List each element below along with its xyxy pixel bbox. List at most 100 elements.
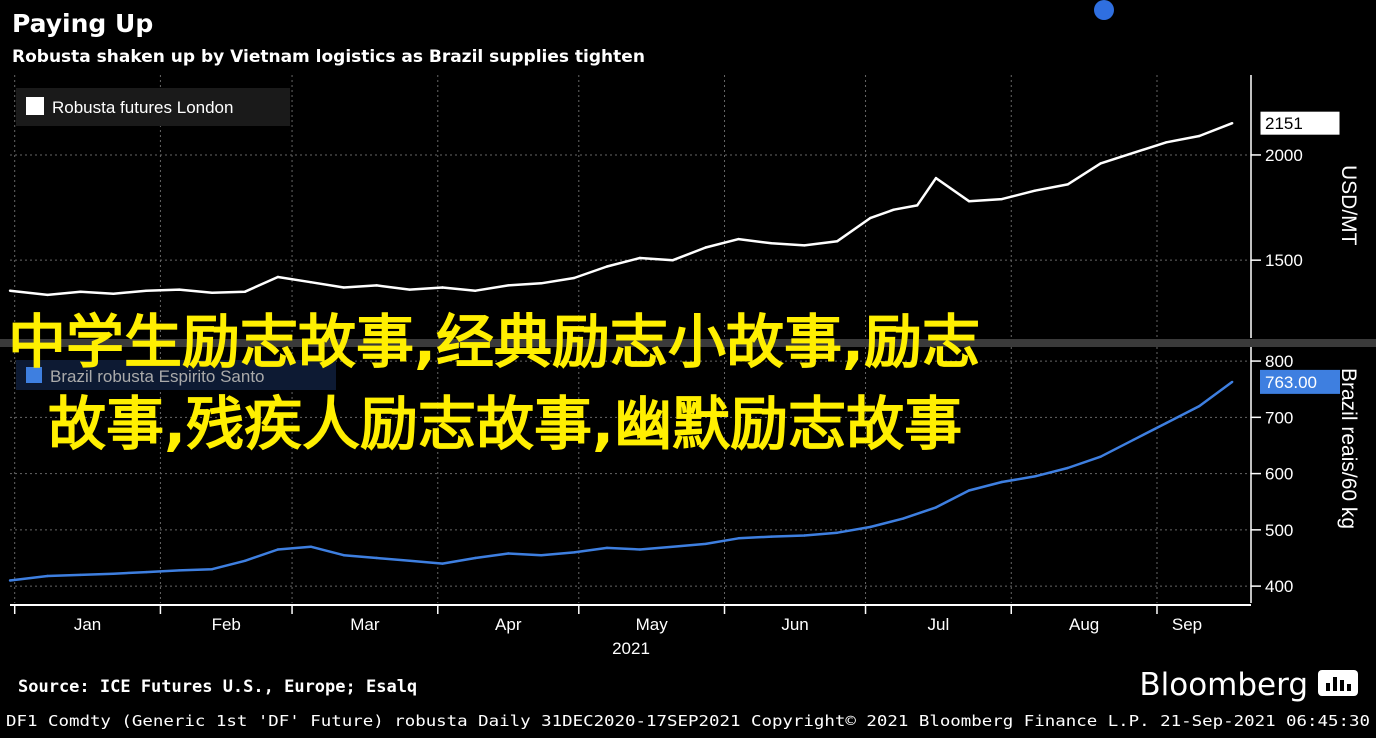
bottom-point-25 bbox=[836, 531, 839, 534]
top-point-17 bbox=[572, 276, 576, 280]
x-month-label-6: Jul bbox=[928, 615, 950, 634]
blue-dot-marker bbox=[1094, 0, 1114, 20]
bottom-point-34 bbox=[1132, 438, 1135, 441]
top-point-29 bbox=[934, 176, 938, 180]
top-point-9 bbox=[309, 281, 312, 284]
top-point-0 bbox=[8, 289, 12, 292]
top-point-25 bbox=[836, 240, 839, 243]
x-month-label-5: Jun bbox=[781, 615, 808, 634]
panel-separator bbox=[0, 339, 1376, 347]
top-last-value-label: 2151 bbox=[1265, 114, 1303, 133]
top-legend: Robusta futures London bbox=[16, 88, 290, 126]
top-legend-label: Robusta futures London bbox=[52, 98, 233, 117]
source-note: Source: ICE Futures U.S., Europe; Esalq bbox=[18, 677, 417, 697]
top-legend-swatch bbox=[26, 97, 44, 115]
x-month-label-4: May bbox=[636, 615, 669, 634]
bottom-point-0 bbox=[8, 579, 12, 582]
chart-title: Paying Up bbox=[12, 9, 153, 38]
bottom-point-13 bbox=[441, 562, 444, 565]
top-right-axis: 1500 2000 2151 bbox=[1250, 75, 1341, 338]
top-point-22 bbox=[737, 237, 740, 241]
bottom-ytick-label-3: 700 bbox=[1265, 408, 1293, 427]
bottom-panel-series bbox=[8, 380, 1234, 582]
top-point-27 bbox=[892, 208, 895, 211]
x-axis: Jan Feb Mar Apr May Jun Jul Aug Sep bbox=[13, 605, 1202, 634]
top-point-31 bbox=[1000, 197, 1004, 201]
bottom-point-26 bbox=[869, 525, 872, 529]
x-month-label-0: Jan bbox=[74, 615, 101, 634]
top-point-14 bbox=[474, 289, 477, 292]
top-point-4 bbox=[145, 289, 148, 292]
top-panel-series bbox=[8, 122, 1234, 297]
bottom-point-37 bbox=[1231, 380, 1234, 384]
x-month-label-3: Apr bbox=[495, 615, 522, 634]
top-ytick-label-1: 2000 bbox=[1265, 146, 1303, 165]
bottom-point-18 bbox=[605, 546, 609, 550]
top-point-5 bbox=[178, 288, 181, 291]
bottom-point-31 bbox=[1033, 475, 1037, 478]
bottom-point-21 bbox=[704, 542, 707, 546]
top-point-12 bbox=[408, 288, 411, 291]
bottom-point-16 bbox=[540, 554, 543, 557]
bottom-point-8 bbox=[276, 548, 280, 551]
bottom-legend-box bbox=[16, 360, 336, 390]
overlay-text-line2: 故事,残疾人励志故事,幽默励志故事 bbox=[48, 390, 962, 458]
bottom-point-20 bbox=[671, 545, 674, 548]
top-point-23 bbox=[770, 242, 773, 245]
overlay-text-line1: 中学生励志故事,经典励志小故事,励志 bbox=[8, 308, 980, 376]
bottom-point-27 bbox=[901, 517, 905, 520]
top-legend-box bbox=[16, 88, 290, 126]
chart-subtitle: Robusta shaken up by Vietnam logistics a… bbox=[12, 47, 645, 67]
bottom-point-29 bbox=[967, 489, 971, 492]
top-point-15 bbox=[507, 284, 510, 287]
bottom-point-7 bbox=[243, 559, 247, 562]
top-point-24 bbox=[803, 244, 806, 247]
bottom-point-36 bbox=[1198, 404, 1201, 408]
bottom-point-30 bbox=[1000, 480, 1004, 484]
top-point-6 bbox=[210, 291, 214, 294]
bloomberg-brand: Bloomberg bbox=[1139, 667, 1308, 703]
top-point-33 bbox=[1066, 183, 1069, 186]
bottom-axis-label: Brazil reais/60 kg bbox=[1337, 368, 1360, 529]
bottom-point-12 bbox=[408, 559, 411, 562]
bottom-point-11 bbox=[375, 556, 378, 560]
bloomberg-terminal-icon bbox=[1318, 670, 1358, 696]
bottom-point-23 bbox=[770, 535, 773, 538]
bottom-point-32 bbox=[1066, 466, 1069, 470]
x-month-label-8: Sep bbox=[1172, 615, 1202, 634]
top-last-value-tag bbox=[1259, 110, 1341, 136]
top-point-16 bbox=[540, 282, 543, 285]
bottom-point-6 bbox=[210, 568, 214, 571]
top-point-11 bbox=[375, 284, 378, 287]
x-month-label-2: Mar bbox=[350, 615, 380, 634]
bottom-point-9 bbox=[309, 545, 312, 548]
footer-meta: DF1 Comdty (Generic 1st 'DF' Future) rob… bbox=[6, 712, 1370, 730]
bottom-point-3 bbox=[112, 572, 115, 575]
bottom-point-28 bbox=[934, 506, 938, 509]
bottom-point-10 bbox=[342, 554, 345, 557]
top-point-1 bbox=[46, 293, 49, 297]
top-point-8 bbox=[276, 275, 280, 279]
top-point-36 bbox=[1165, 141, 1168, 144]
top-point-34 bbox=[1099, 162, 1102, 165]
bottom-legend-swatch bbox=[26, 367, 42, 383]
x-axis-year: 2021 bbox=[612, 639, 650, 658]
top-ytick-label-0: 1500 bbox=[1265, 251, 1303, 270]
bottom-ytick-label-0: 400 bbox=[1265, 577, 1293, 596]
bottom-point-19 bbox=[638, 548, 642, 551]
top-axis-label: USD/MT bbox=[1337, 165, 1360, 246]
bottom-last-value-tag bbox=[1260, 369, 1340, 394]
top-point-13 bbox=[441, 286, 444, 289]
top-point-26 bbox=[869, 216, 872, 220]
top-point-2 bbox=[79, 290, 82, 293]
x-month-label-7: Aug bbox=[1069, 615, 1099, 634]
top-point-10 bbox=[342, 286, 345, 289]
top-point-7 bbox=[243, 290, 247, 293]
top-point-37 bbox=[1198, 134, 1201, 138]
bottom-ytick-label-2: 600 bbox=[1265, 465, 1293, 484]
bottom-series-line bbox=[9, 380, 1233, 582]
bottom-point-22 bbox=[737, 537, 740, 540]
top-point-28 bbox=[916, 204, 919, 207]
